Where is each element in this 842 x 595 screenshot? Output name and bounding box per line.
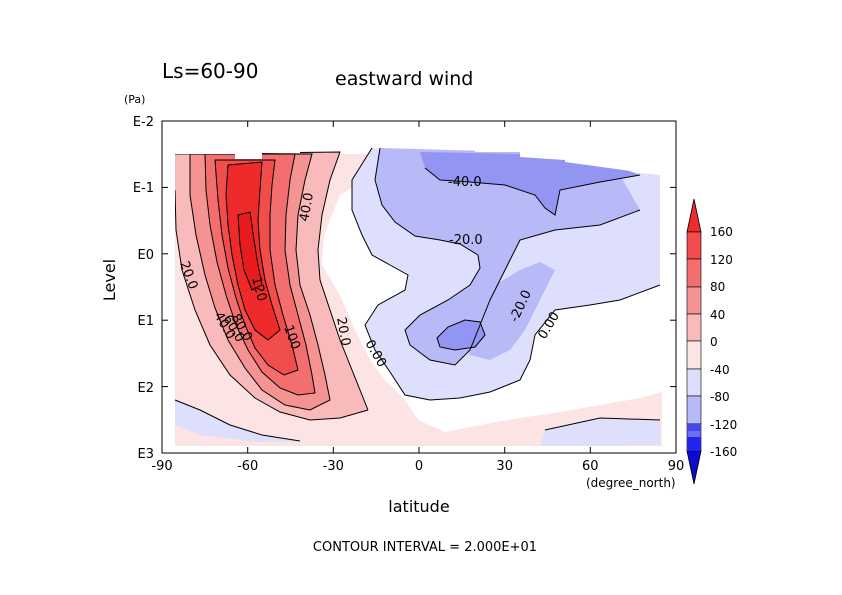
x-tick-label: 60	[582, 459, 599, 474]
upper-blank	[162, 121, 676, 176]
chart-title: eastward wind	[335, 68, 473, 90]
x-tick-label: -90	[151, 459, 172, 474]
colorbar-label: -120	[710, 418, 737, 432]
x-tick-label: 90	[668, 459, 685, 474]
y-tick-label: E0	[138, 248, 155, 263]
colorbar-segment	[686, 286, 702, 315]
x-tick-label: 0	[415, 459, 423, 474]
x-unit-label: (degree_north)	[586, 476, 676, 490]
plot-area	[162, 121, 676, 453]
colorbar: 160 120 80 40 0 -40 -80 -120 -160	[686, 198, 737, 485]
x-tick-label: -60	[237, 459, 258, 474]
x-axis-title: latitude	[388, 497, 449, 516]
contour-label: 20.0	[333, 316, 353, 347]
y-tick-label: E1	[138, 314, 155, 329]
colorbar-segment	[686, 231, 702, 260]
colorbar-label: 120	[710, 253, 733, 267]
region-minus40-upper	[420, 152, 640, 215]
y-unit-label: (Pa)	[124, 93, 145, 106]
colorbar-label: 0	[710, 335, 718, 349]
colorbar-bottom-triangle	[686, 450, 702, 485]
x-tick-label: -30	[323, 459, 344, 474]
region-bottom-left-easterly	[175, 400, 300, 442]
colorbar-label: 40	[710, 308, 725, 322]
left-blank	[162, 121, 175, 453]
x-tick-label: 30	[496, 459, 513, 474]
y-tick-label: E-2	[133, 115, 154, 130]
colorbar-label: 80	[710, 280, 725, 294]
colorbar-label: -80	[710, 390, 730, 404]
colorbar-tick-labels: 160 120 80 40 0 -40 -80 -120 -160	[710, 225, 737, 459]
right-blank	[662, 176, 676, 453]
contour-interval-note: CONTOUR INTERVAL = 2.000E+01	[313, 540, 537, 555]
colorbar-segment	[687, 424, 701, 431]
y-tick-labels: E-2 E-1 E0 E1 E2 E3	[133, 115, 154, 462]
y-tick-label: E-1	[133, 181, 154, 196]
colorbar-segment	[686, 368, 702, 397]
colorbar-top-triangle	[686, 198, 702, 233]
season-label: Ls=60-90	[162, 59, 258, 83]
colorbar-segment	[686, 258, 702, 288]
x-tick-labels: -90 -60 -30 0 30 60 90	[151, 459, 684, 474]
contour-lines	[174, 147, 661, 442]
colorbar-segment	[686, 313, 702, 342]
contour-label: -40.0	[448, 175, 482, 190]
y-tick-label: E3	[138, 447, 155, 462]
y-axis-title: Level	[100, 259, 119, 301]
contour-label: 40.0	[297, 192, 317, 223]
region-minus20-40	[375, 148, 640, 365]
contour-label: 120	[248, 275, 269, 303]
region-bottom-easterly	[540, 418, 660, 447]
colorbar-segment	[686, 340, 702, 370]
colorbar-segment	[687, 437, 701, 451]
colorbar-label: -160	[710, 445, 737, 459]
axis-ticks	[161, 120, 677, 454]
colorbar-segment	[686, 395, 702, 425]
colorbar-label: 160	[710, 225, 733, 239]
colorbar-label: -40	[710, 363, 730, 377]
contour-label: -20.0	[449, 233, 483, 248]
y-tick-label: E2	[138, 381, 155, 396]
region-120-140	[238, 212, 262, 290]
